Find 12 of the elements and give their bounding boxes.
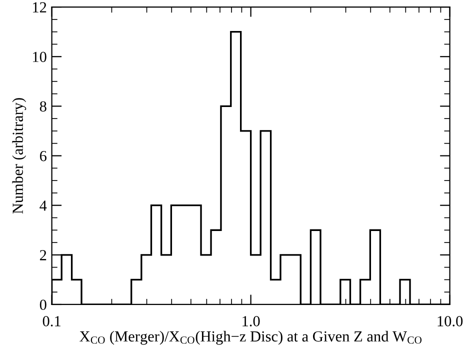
y-tick-label: 4	[40, 200, 47, 211]
x-axis-title: X$_{CO}$ (Merger)/X$_{CO}$(High−z Disc) at a Given Z and W$_{CO}$	[80, 330, 422, 345]
y-tick-label: 6	[40, 150, 46, 162]
y-tick-label: 0	[40, 300, 46, 310]
y-tick-label: 8	[40, 101, 46, 112]
y-axis-title: Number (arbitrary)	[12, 98, 26, 214]
x-tick-label: 1.0	[242, 316, 260, 326]
y-tick-label: 2	[40, 250, 46, 260]
y-tick-label: 10	[33, 52, 46, 62]
x-tick-label: 0.1	[42, 316, 60, 326]
x-tick-label: 10.0	[438, 316, 463, 326]
y-tick-label: 12	[33, 2, 46, 12]
